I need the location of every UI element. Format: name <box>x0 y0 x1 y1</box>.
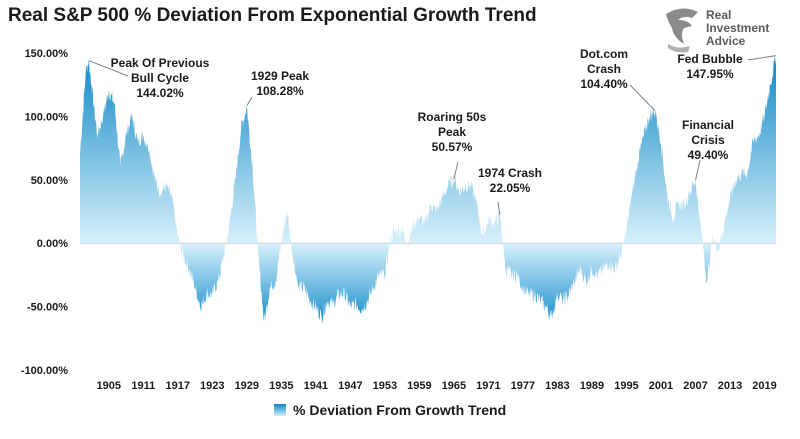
annotation-text: 22.05% <box>490 181 531 195</box>
annotation-text: Fed Bubble <box>677 52 743 66</box>
x-tick-label: 1947 <box>338 380 362 392</box>
x-tick-label: 1977 <box>511 380 535 392</box>
x-tick-label: 1953 <box>373 380 397 392</box>
x-tick-label: 2001 <box>649 380 673 392</box>
annotation-text: 49.40% <box>688 148 729 162</box>
annotation-text: 1929 Peak <box>251 69 309 83</box>
annotation-leader-line <box>453 161 459 180</box>
y-tick-label: 0.00% <box>37 238 68 250</box>
x-tick-label: 1989 <box>580 380 604 392</box>
annotation-text: Crisis <box>691 133 725 147</box>
gradient-swatch-icon <box>274 404 286 416</box>
annotation-text: 1974 Crash <box>478 166 542 180</box>
x-axis: 1905 1911 1917 1923 1929 1935 1941 1947 1953 1959… <box>80 242 777 392</box>
annotation-text: 108.28% <box>256 84 304 98</box>
x-tick-label: 1929 <box>235 380 259 392</box>
area-positive <box>80 55 776 244</box>
x-tick-label: 1995 <box>614 380 638 392</box>
annotation-text: 147.95% <box>686 67 734 81</box>
x-tick-label: 1905 <box>97 380 121 392</box>
x-tick-label: 2013 <box>718 380 742 392</box>
annotation-text: Financial <box>682 118 734 132</box>
x-tick-label: 2019 <box>752 380 776 392</box>
x-tick-label: 1911 <box>131 380 155 392</box>
eagle-head-icon <box>666 8 698 53</box>
annotation-text: Bull Cycle <box>131 71 189 85</box>
x-tick-label: 1971 <box>476 380 500 392</box>
x-tick-label: 1941 <box>304 380 328 392</box>
annotation-leader-line <box>629 84 656 112</box>
annotation-text: Peak <box>438 125 466 139</box>
annotation-text: Crash <box>587 62 621 76</box>
chart-title: Real S&P 500 % Deviation From Exponentia… <box>8 5 537 26</box>
brand-logo: Real Investment Advice <box>662 4 800 56</box>
legend-label: % Deviation From Growth Trend <box>293 402 507 418</box>
annotation-text: 144.02% <box>136 86 184 100</box>
annotation-leader-line <box>497 201 501 216</box>
y-tick-label: 150.00% <box>25 48 69 60</box>
x-tick-label: 1959 <box>407 380 431 392</box>
annotation-leader-line <box>694 159 701 181</box>
y-tick-label: 50.00% <box>31 175 69 187</box>
annotation-text: 104.40% <box>580 77 628 91</box>
annotation-text: Roaring 50s <box>418 110 487 124</box>
annotation-text: 50.57% <box>432 140 473 154</box>
y-axis: 150.00% 100.00% 50.00% 0.00% -50.00% -100.00% <box>21 48 68 377</box>
annotation-text: Peak Of Previous <box>111 56 210 70</box>
x-tick-label: 1935 <box>269 380 293 392</box>
series-deviation <box>80 55 776 323</box>
brand-name: Real Investment Advice <box>706 9 769 48</box>
y-tick-label: -100.00% <box>21 365 68 377</box>
x-tick-label: 1965 <box>442 380 466 392</box>
x-tick-label: 1923 <box>200 380 224 392</box>
annotation-leader-line <box>246 96 253 107</box>
brand-line-3: Advice <box>706 34 746 48</box>
y-tick-label: 100.00% <box>25 111 69 123</box>
brand-line-2: Investment <box>706 21 770 35</box>
legend: % Deviation From Growth Trend <box>274 402 506 418</box>
x-tick-label: 2007 <box>683 380 707 392</box>
annotation-leader-line <box>88 60 129 77</box>
brand-line-1: Real <box>706 8 732 22</box>
annotation-text: Dot.com <box>580 47 628 61</box>
x-tick-label: 1983 <box>545 380 569 392</box>
y-tick-label: -50.00% <box>27 302 68 314</box>
annotation-leader-line <box>747 55 777 61</box>
x-tick-label: 1917 <box>166 380 190 392</box>
area-negative <box>80 243 776 323</box>
